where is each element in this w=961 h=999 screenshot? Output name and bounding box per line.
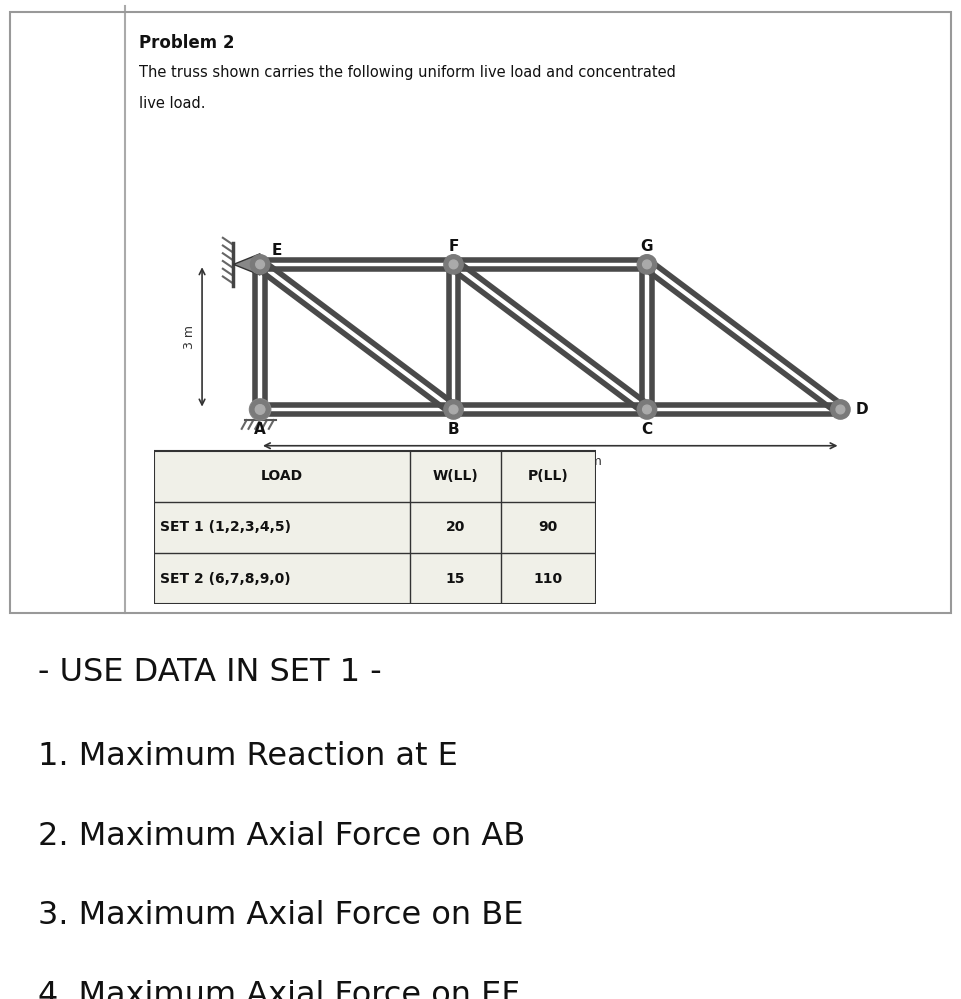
Circle shape [449, 260, 457, 269]
Circle shape [256, 260, 264, 269]
Text: LOAD: LOAD [260, 470, 303, 484]
Circle shape [830, 400, 850, 420]
Circle shape [251, 400, 270, 420]
Circle shape [449, 406, 457, 414]
Text: Problem 2: Problem 2 [139, 34, 234, 52]
Bar [154, 451, 596, 604]
Text: 20: 20 [446, 520, 465, 534]
Circle shape [637, 255, 656, 274]
Circle shape [250, 399, 271, 421]
Text: SET 1 (1,2,3,4,5): SET 1 (1,2,3,4,5) [160, 520, 291, 534]
Text: 15: 15 [446, 571, 465, 585]
Text: live load.: live load. [139, 96, 206, 111]
Text: 3 m: 3 m [184, 325, 196, 349]
Text: 2. Maximum Axial Force on AB: 2. Maximum Axial Force on AB [38, 820, 526, 851]
Circle shape [637, 400, 656, 420]
Circle shape [256, 406, 264, 414]
Text: F: F [449, 239, 458, 254]
Text: 90: 90 [539, 520, 558, 534]
Text: SET 2 (6,7,8,9,0): SET 2 (6,7,8,9,0) [160, 571, 291, 585]
Circle shape [251, 255, 270, 274]
Text: 4. Maximum Axial Force on EF: 4. Maximum Axial Force on EF [38, 980, 520, 999]
Circle shape [643, 260, 652, 269]
Text: 110: 110 [533, 571, 563, 585]
Text: 3 @ 4 m = 12 m: 3 @ 4 m = 12 m [499, 455, 602, 468]
Polygon shape [234, 254, 260, 275]
Text: W(LL): W(LL) [432, 470, 479, 484]
Text: P(LL): P(LL) [528, 470, 569, 484]
Text: D: D [856, 402, 869, 417]
Text: B: B [448, 423, 459, 438]
Text: The truss shown carries the following uniform live load and concentrated: The truss shown carries the following un… [139, 65, 677, 80]
Circle shape [836, 406, 845, 414]
Circle shape [444, 400, 463, 420]
Text: C: C [641, 423, 653, 438]
Text: A: A [255, 423, 266, 438]
Text: E: E [272, 244, 283, 259]
Text: 1. Maximum Reaction at E: 1. Maximum Reaction at E [38, 741, 458, 772]
Text: G: G [641, 239, 653, 254]
Circle shape [444, 255, 463, 274]
Text: - USE DATA IN SET 1 -: - USE DATA IN SET 1 - [38, 657, 382, 688]
Text: 3. Maximum Axial Force on BE: 3. Maximum Axial Force on BE [38, 900, 524, 931]
Circle shape [256, 405, 265, 415]
Circle shape [643, 406, 652, 414]
